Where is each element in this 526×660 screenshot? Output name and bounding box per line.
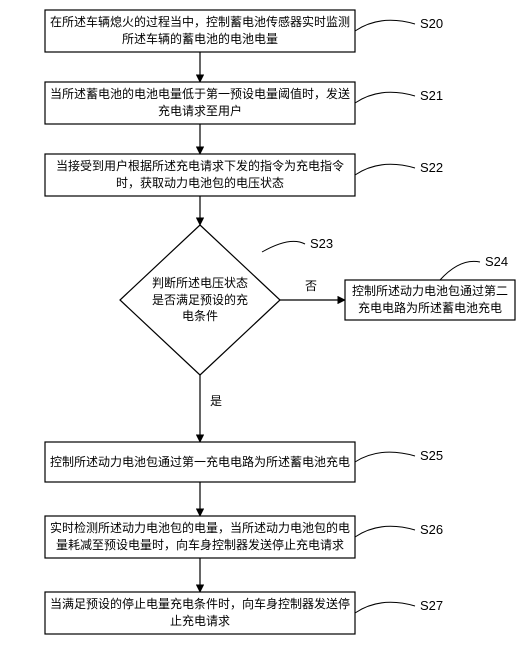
node-text-s21: 当所述蓄电池的电池电量低于第一预设电量阈值时，发送充电请求至用户 — [49, 85, 351, 121]
edge-label-s23-s24: 否 — [305, 279, 317, 293]
step-label-s24: S24 — [485, 254, 508, 269]
label-leader-6 — [355, 526, 415, 537]
node-text-s27: 当满足预设的停止电量充电条件时，向车身控制器发送停止充电请求 — [49, 595, 351, 631]
step-label-s26: S26 — [420, 522, 443, 537]
node-text-s20: 在所述车辆熄火的过程当中，控制蓄电池传感器实时监测所述车辆的蓄电池的电池电量 — [49, 13, 351, 49]
node-text-s23: 判断所述电压状态是否满足预设的充电条件 — [148, 255, 252, 345]
label-leader-1 — [355, 92, 415, 103]
label-leader-5 — [355, 452, 415, 462]
step-label-s27: S27 — [420, 598, 443, 613]
step-label-s23: S23 — [310, 236, 333, 251]
step-label-s25: S25 — [420, 448, 443, 463]
node-text-s22: 当接受到用户根据所述充电请求下发的指令为充电指令时，获取动力电池包的电压状态 — [49, 157, 351, 193]
node-text-s26: 实时检测所述动力电池包的电量，当所述动力电池包的电量耗减至预设电量时，向车身控制… — [49, 519, 351, 555]
label-leader-2 — [355, 164, 415, 175]
label-leader-4 — [440, 261, 480, 280]
label-leader-0 — [355, 20, 415, 31]
label-leader-3 — [262, 241, 305, 252]
flowchart-canvas: 否是 在所述车辆熄火的过程当中，控制蓄电池传感器实时监测所述车辆的蓄电池的电池电量… — [0, 0, 526, 660]
step-label-s21: S21 — [420, 88, 443, 103]
step-label-s20: S20 — [420, 16, 443, 31]
node-text-s25: 控制所述动力电池包通过第一充电电路为所述蓄电池充电 — [49, 445, 351, 479]
edge-label-s23-s25: 是 — [210, 394, 222, 408]
label-leader-7 — [355, 602, 415, 613]
step-label-s22: S22 — [420, 160, 443, 175]
node-text-s24: 控制所述动力电池包通过第二充电电路为所述蓄电池充电 — [349, 283, 511, 317]
